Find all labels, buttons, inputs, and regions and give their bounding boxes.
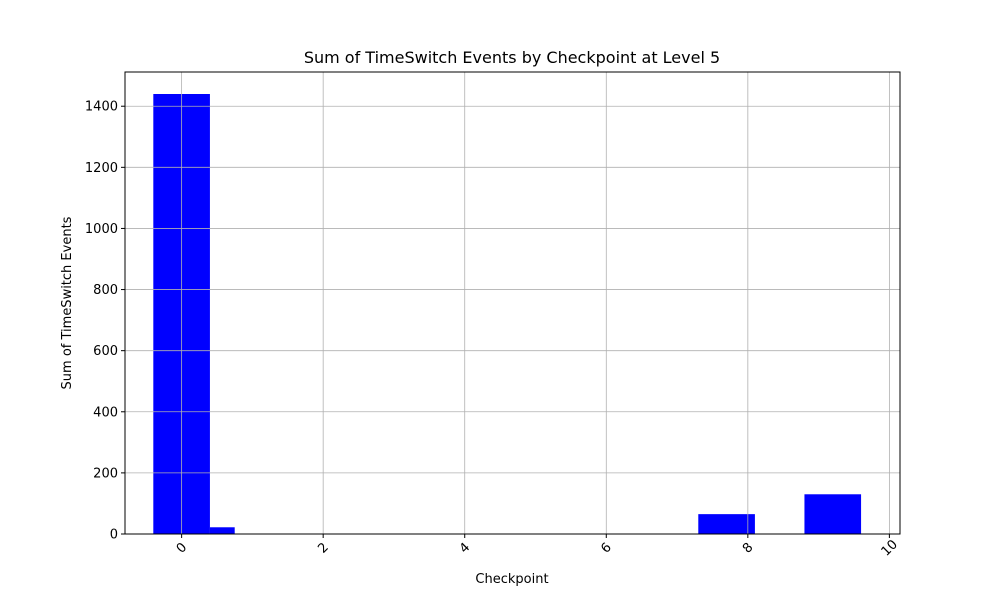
chart-title: Sum of TimeSwitch Events by Checkpoint a… <box>304 48 720 67</box>
y-tick-label: 200 <box>93 466 118 481</box>
y-axis-label: Sum of TimeSwitch Events <box>60 216 75 389</box>
y-tick-label: 600 <box>93 344 118 359</box>
bar-2 <box>698 514 755 534</box>
y-tick-label: 1200 <box>85 161 118 176</box>
y-tick-label: 1000 <box>85 222 118 237</box>
plot-frame <box>124 71 901 535</box>
bar-3 <box>804 494 862 534</box>
y-tick-label: 1400 <box>85 100 118 115</box>
y-tick-label: 800 <box>93 283 118 298</box>
bar-1 <box>209 527 235 534</box>
y-tick-label: 0 <box>110 528 118 543</box>
y-tick-label: 400 <box>93 405 118 420</box>
x-axis-label: Checkpoint <box>475 572 548 587</box>
